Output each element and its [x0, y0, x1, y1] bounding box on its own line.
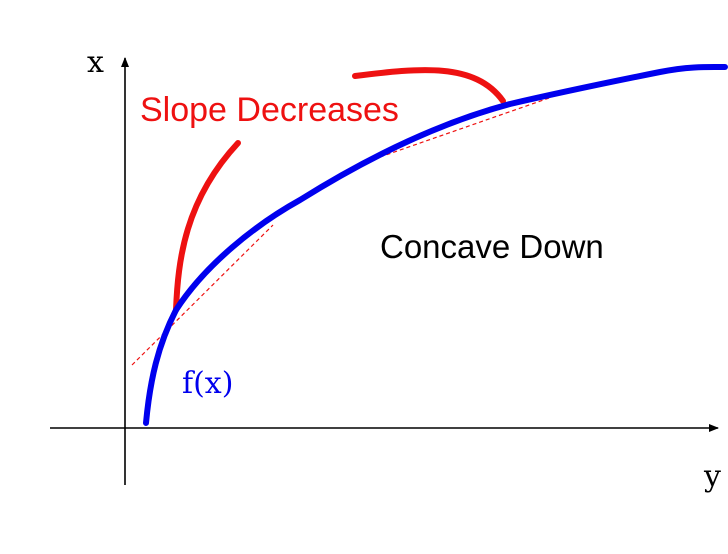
- slope-decreases-label: Slope Decreases: [140, 91, 399, 129]
- concave-down-label: Concave Down: [380, 228, 604, 265]
- function-label: f(x): [182, 366, 233, 401]
- shallow-slope-mark: [352, 67, 506, 104]
- tangent-line-upper: [379, 96, 553, 158]
- function-curve: [143, 63, 728, 426]
- steep-slope-mark: [173, 140, 241, 313]
- vertical-axis-label: x: [87, 45, 104, 80]
- tangent-line-lower: [131, 224, 274, 366]
- horizontal-axis-label: y: [703, 459, 721, 494]
